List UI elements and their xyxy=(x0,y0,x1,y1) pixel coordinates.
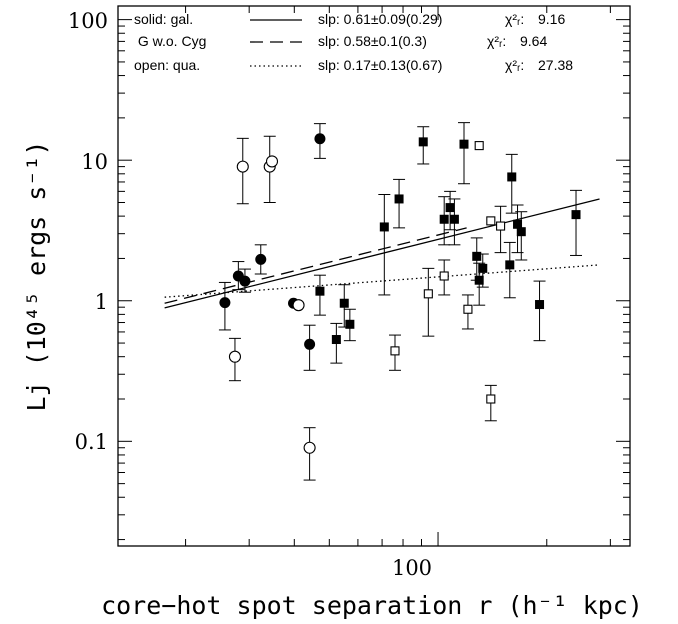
data-point-filled-square xyxy=(379,222,389,232)
data-point-open-circle xyxy=(292,299,305,312)
legend-fit: slp: 0.58±0.1(0.3) xyxy=(318,33,427,49)
data-point-filled-square xyxy=(507,172,517,182)
axis-ticks xyxy=(118,6,630,546)
data-point-open-square xyxy=(423,289,433,299)
legend: solid: gal. slp: 0.61±0.09(0.29) χ²ᵣ: 9.… xyxy=(134,11,573,73)
data-point-filled-circle xyxy=(239,275,251,287)
data-point-open-circle xyxy=(228,350,242,363)
data-point-filled-square xyxy=(449,214,459,224)
fit-line-dashed xyxy=(164,227,467,304)
data-point-open-square xyxy=(463,304,473,314)
data-point-filled-square xyxy=(394,194,404,204)
data-point-filled-circle xyxy=(219,297,231,309)
x-tick-label: 100 xyxy=(392,556,432,580)
data-point-open-square xyxy=(474,141,484,151)
y-tick-label: 10 xyxy=(81,150,108,174)
legend-fit: slp: 0.17±0.13(0.67) xyxy=(318,57,442,73)
data-point-open-square xyxy=(390,346,400,356)
y-tick-label: 100 xyxy=(68,9,108,33)
data-point-filled-square xyxy=(315,286,325,296)
data-point-open-circle xyxy=(303,441,316,454)
data-point-open-square xyxy=(486,394,496,404)
data-point-filled-square xyxy=(571,210,581,220)
legend-chi-value: 9.16 xyxy=(538,11,565,27)
data-point-open-square xyxy=(496,221,506,231)
legend-label: open: qua. xyxy=(134,57,200,73)
plot-frame xyxy=(117,5,631,547)
data-point-filled-square xyxy=(418,137,428,147)
data-point-filled-square xyxy=(535,300,545,310)
data-point-filled-square xyxy=(505,260,515,270)
legend-chi-value: 27.38 xyxy=(538,57,573,73)
y-tick-label: 0.1 xyxy=(75,430,108,454)
fit-line-solid xyxy=(164,198,600,309)
legend-chi-label: χ²ᵣ: xyxy=(505,11,524,27)
x-axis-label: core−hot spot separation r (h⁻¹ kpc) xyxy=(101,591,643,620)
legend-fit: slp: 0.61±0.09(0.29) xyxy=(318,11,442,27)
data-point-filled-square xyxy=(345,319,355,329)
y-tick-label: 1 xyxy=(95,290,108,314)
data-point-open-circle xyxy=(265,155,279,168)
data-point-filled-square xyxy=(513,219,523,229)
legend-label: G w.o. Cyg xyxy=(134,33,206,49)
data-point-filled-square xyxy=(339,298,349,308)
data-points xyxy=(218,122,583,481)
y-axis-label: Lj (10⁴⁵ ergs s⁻¹) xyxy=(22,141,51,412)
fit-lines xyxy=(164,198,600,309)
data-point-filled-square xyxy=(472,251,482,261)
data-point-filled-square xyxy=(474,275,484,285)
legend-chi-label: χ²ᵣ: xyxy=(505,57,524,73)
data-point-filled-square xyxy=(459,139,469,149)
data-point-filled-circle xyxy=(255,253,267,265)
data-point-filled-square xyxy=(439,214,449,224)
data-point-filled-circle xyxy=(314,133,326,145)
data-point-filled-circle xyxy=(304,338,316,350)
data-point-open-square xyxy=(439,271,449,281)
legend-chi-label: χ²ᵣ: xyxy=(487,33,506,49)
y-tick-labels: 100 10 1 0.1 xyxy=(68,9,108,454)
data-point-filled-square xyxy=(478,263,488,273)
legend-label: solid: gal. xyxy=(134,11,193,27)
fit-line-dotted xyxy=(164,264,600,298)
data-point-open-square xyxy=(486,216,496,226)
legend-chi-value: 9.64 xyxy=(520,33,547,49)
data-point-filled-square xyxy=(516,227,526,237)
data-point-open-circle xyxy=(236,160,249,173)
data-point-filled-square xyxy=(445,203,455,213)
data-point-filled-square xyxy=(331,335,341,345)
